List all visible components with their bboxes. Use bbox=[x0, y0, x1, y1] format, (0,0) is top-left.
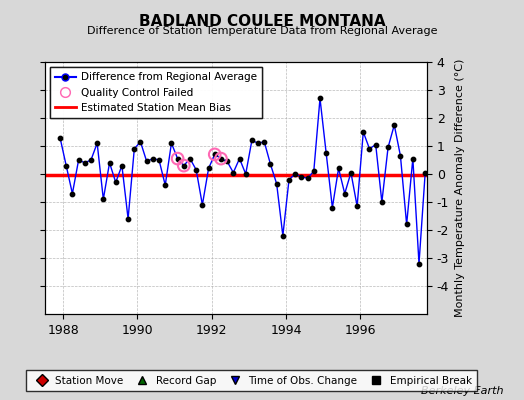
Point bbox=[242, 171, 250, 177]
Point bbox=[353, 203, 362, 210]
Point bbox=[390, 122, 398, 128]
Point bbox=[81, 160, 89, 166]
Point bbox=[384, 144, 392, 151]
Point bbox=[415, 260, 423, 267]
Point bbox=[254, 140, 263, 146]
Point bbox=[347, 170, 355, 176]
Point bbox=[180, 162, 188, 169]
Point bbox=[235, 155, 244, 162]
Point bbox=[409, 155, 417, 162]
Point bbox=[272, 181, 281, 187]
Point bbox=[372, 141, 380, 148]
Point bbox=[334, 165, 343, 172]
Point bbox=[260, 139, 268, 145]
Point bbox=[285, 176, 293, 183]
Point bbox=[303, 175, 312, 182]
Point bbox=[378, 199, 386, 205]
Point bbox=[198, 202, 206, 208]
Point bbox=[402, 221, 411, 228]
Point bbox=[291, 171, 299, 177]
Point bbox=[421, 170, 429, 176]
Point bbox=[118, 162, 126, 169]
Y-axis label: Monthly Temperature Anomaly Difference (°C): Monthly Temperature Anomaly Difference (… bbox=[455, 59, 465, 317]
Point bbox=[173, 155, 182, 162]
Point bbox=[62, 162, 70, 169]
Point bbox=[105, 160, 114, 166]
Point bbox=[155, 157, 163, 163]
Point bbox=[167, 140, 176, 146]
Point bbox=[341, 190, 349, 197]
Point bbox=[310, 168, 318, 174]
Point bbox=[68, 190, 77, 197]
Point bbox=[229, 170, 237, 176]
Point bbox=[87, 157, 95, 163]
Point bbox=[192, 166, 200, 173]
Point bbox=[316, 95, 324, 102]
Text: Berkeley Earth: Berkeley Earth bbox=[421, 386, 503, 396]
Point bbox=[322, 150, 330, 156]
Point bbox=[173, 155, 182, 162]
Point bbox=[93, 140, 101, 146]
Point bbox=[217, 155, 225, 162]
Text: BADLAND COULEE MONTANA: BADLAND COULEE MONTANA bbox=[139, 14, 385, 29]
Point bbox=[143, 158, 151, 165]
Text: Difference of Station Temperature Data from Regional Average: Difference of Station Temperature Data f… bbox=[87, 26, 437, 36]
Point bbox=[180, 162, 188, 169]
Point bbox=[297, 174, 305, 180]
Point bbox=[359, 129, 367, 135]
Point bbox=[328, 204, 336, 211]
Point bbox=[136, 139, 145, 145]
Point bbox=[112, 179, 120, 186]
Point bbox=[223, 158, 231, 165]
Point bbox=[211, 151, 219, 158]
Legend: Station Move, Record Gap, Time of Obs. Change, Empirical Break: Station Move, Record Gap, Time of Obs. C… bbox=[26, 370, 477, 391]
Point bbox=[204, 165, 213, 172]
Point bbox=[149, 155, 157, 162]
Point bbox=[211, 151, 219, 158]
Point bbox=[396, 153, 405, 159]
Point bbox=[124, 216, 132, 222]
Point bbox=[56, 134, 64, 141]
Point bbox=[365, 146, 374, 152]
Legend: Difference from Regional Average, Quality Control Failed, Estimated Station Mean: Difference from Regional Average, Qualit… bbox=[50, 67, 262, 118]
Point bbox=[186, 155, 194, 162]
Point bbox=[266, 161, 275, 167]
Point bbox=[74, 157, 83, 163]
Point bbox=[279, 232, 287, 239]
Point bbox=[99, 196, 107, 202]
Point bbox=[217, 155, 225, 162]
Point bbox=[130, 146, 138, 152]
Point bbox=[248, 137, 256, 144]
Point bbox=[161, 182, 169, 188]
